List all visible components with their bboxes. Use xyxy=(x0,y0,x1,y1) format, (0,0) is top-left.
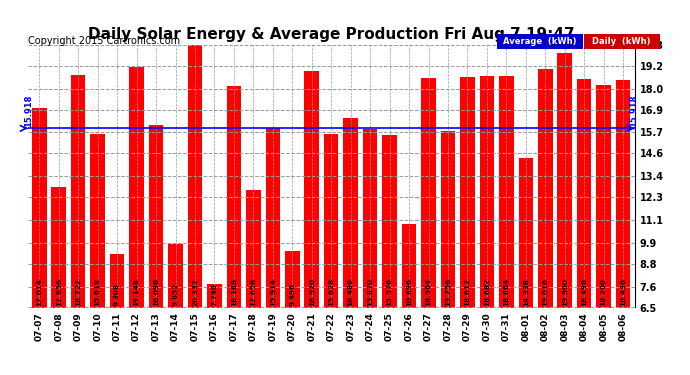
Text: 19.148: 19.148 xyxy=(134,278,139,306)
Bar xyxy=(402,224,416,308)
Bar xyxy=(615,81,631,308)
Bar xyxy=(499,76,513,308)
Text: 9.852: 9.852 xyxy=(172,282,179,306)
Text: 19.900: 19.900 xyxy=(562,278,568,306)
Bar xyxy=(324,134,339,308)
Bar xyxy=(382,135,397,308)
Title: Daily Solar Energy & Average Production Fri Aug 7 19:47: Daily Solar Energy & Average Production … xyxy=(88,27,575,42)
Text: 18.564: 18.564 xyxy=(426,278,431,306)
Text: Average  (kWh): Average (kWh) xyxy=(503,37,577,46)
Bar xyxy=(90,134,105,308)
Text: 7.740: 7.740 xyxy=(211,283,217,306)
Bar xyxy=(421,78,436,308)
Text: Daily  (kWh): Daily (kWh) xyxy=(593,37,651,46)
Bar xyxy=(226,86,242,308)
Text: 15.618: 15.618 xyxy=(95,278,101,306)
Bar xyxy=(558,53,572,308)
Text: 18.682: 18.682 xyxy=(484,278,490,306)
Bar xyxy=(441,131,455,308)
Text: 17.014: 17.014 xyxy=(37,278,42,306)
Text: 15.756: 15.756 xyxy=(445,278,451,306)
Text: 18.436: 18.436 xyxy=(620,278,626,306)
Bar xyxy=(344,117,358,308)
Text: 18.722: 18.722 xyxy=(75,278,81,306)
Text: 18.920: 18.920 xyxy=(308,278,315,306)
Text: 16.096: 16.096 xyxy=(153,278,159,306)
Text: 15.914: 15.914 xyxy=(270,278,276,306)
Bar xyxy=(266,128,280,308)
Text: 20.332: 20.332 xyxy=(192,278,198,306)
Bar xyxy=(538,69,553,308)
Bar xyxy=(188,44,202,308)
Bar xyxy=(596,85,611,308)
Bar xyxy=(363,129,377,308)
Bar xyxy=(71,75,86,307)
Text: 15.628: 15.628 xyxy=(328,278,334,306)
Text: 14.338: 14.338 xyxy=(523,278,529,306)
Bar xyxy=(110,254,124,308)
Text: Copyright 2015 Cartronics.com: Copyright 2015 Cartronics.com xyxy=(28,36,179,46)
Bar xyxy=(52,187,66,308)
Text: 15.576: 15.576 xyxy=(386,278,393,306)
Bar xyxy=(285,251,299,308)
Text: 18.496: 18.496 xyxy=(581,278,587,306)
Text: 18.664: 18.664 xyxy=(503,278,509,306)
Text: 18.168: 18.168 xyxy=(231,278,237,306)
Text: 15.870: 15.870 xyxy=(367,278,373,306)
Text: 9.308: 9.308 xyxy=(114,283,120,306)
Text: 16.486: 16.486 xyxy=(348,278,354,306)
Bar xyxy=(460,77,475,308)
Bar xyxy=(149,125,164,308)
Text: 18.200: 18.200 xyxy=(601,278,607,306)
Bar xyxy=(32,108,46,307)
Bar xyxy=(129,67,144,308)
Text: 15.918: 15.918 xyxy=(629,95,638,128)
Bar xyxy=(304,71,319,308)
Bar xyxy=(207,284,221,308)
Text: 10.896: 10.896 xyxy=(406,278,412,306)
Text: 18.612: 18.612 xyxy=(464,278,471,306)
Bar xyxy=(480,76,494,307)
Text: 15.918: 15.918 xyxy=(24,95,33,128)
Bar xyxy=(168,244,183,308)
Bar xyxy=(577,80,591,308)
Text: 12.856: 12.856 xyxy=(56,278,61,306)
Bar xyxy=(518,158,533,308)
Text: 9.496: 9.496 xyxy=(289,282,295,306)
Bar xyxy=(246,190,261,308)
Text: 19.016: 19.016 xyxy=(542,278,549,306)
Text: 12.658: 12.658 xyxy=(250,278,257,306)
